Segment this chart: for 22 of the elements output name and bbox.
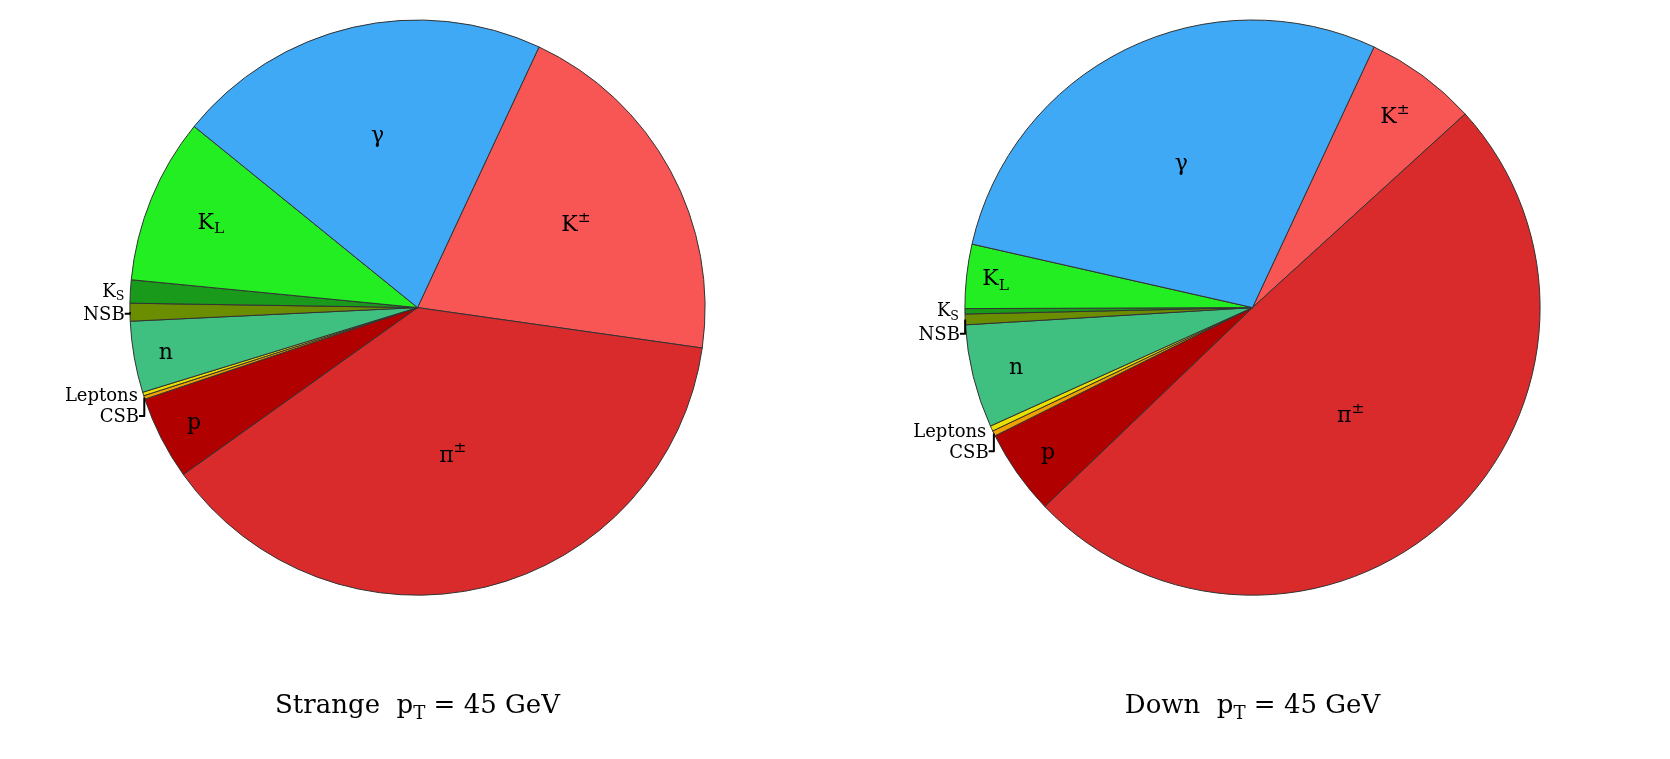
slice-label: Leptons	[64, 384, 138, 406]
slice-label: p	[187, 409, 202, 434]
slice-label: Leptons	[913, 419, 987, 441]
slice-label: γ	[1174, 149, 1188, 175]
slice-label: NSB	[918, 323, 960, 345]
slice-label: K$_{L}$	[197, 208, 225, 238]
slice-label: K$^{±}$	[1380, 99, 1410, 129]
slice-label: K$_{L}$	[982, 265, 1009, 294]
slice-label: π$^{±}$	[1336, 398, 1365, 427]
slice-label: n	[1009, 353, 1024, 379]
slice-label: CSB	[99, 405, 140, 427]
slice-label: K$_{S}$	[102, 279, 125, 304]
slice-label: n	[158, 339, 173, 365]
text: Strange p$_{T}$ = 45 GeV	[275, 689, 562, 723]
slice-label: γ	[370, 121, 385, 147]
slice-label: K$_{S}$	[936, 299, 959, 324]
slice-label: CSB	[949, 440, 989, 462]
slice-label: K$^{±}$	[561, 207, 591, 236]
text: Down p$_{T}$ = 45 GeV	[1124, 689, 1382, 723]
slice-label: p	[1040, 438, 1056, 464]
slice-label: π$^{±}$	[439, 438, 467, 467]
slice-label: NSB	[83, 303, 125, 325]
